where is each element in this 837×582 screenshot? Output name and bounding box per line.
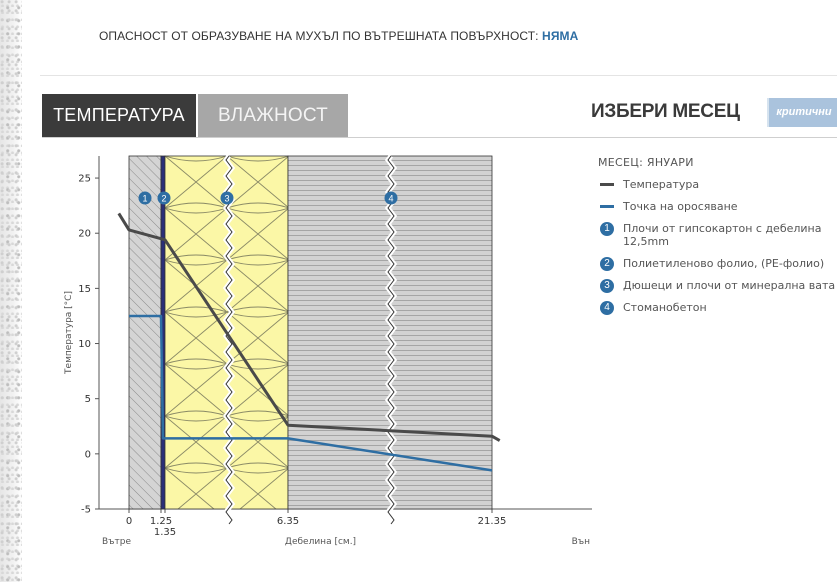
legend-item-layer-1: 1 Плочи от гипсокартон с дебелина 12,5mm [598,221,837,248]
y-tick-label: -5 [81,505,91,516]
y-tick-label: 20 [78,229,91,240]
legend-month: МЕСЕЦ: ЯНУАРИ [598,156,694,169]
legend-label: Стоманобетон [623,301,707,314]
layer-badge-icon: 2 [600,256,614,271]
legend-item-layer-3: 3 Дюшеци и плочи от минерална вата [598,278,837,293]
x-tick-label: 1.25 [150,516,172,527]
wall-layers [128,154,493,526]
legend-label: Плочи от гипсокартон с дебелина 12,5mm [623,222,822,248]
legend-label: Точка на оросяване [623,200,738,213]
select-month-title: ИЗБЕРИ МЕСЕЦ [591,101,740,122]
mold-risk-indicator: ОПАСНОСТ ОТ ОБРАЗУВАНЕ НА МУХЪЛ ПО ВЪТРЕ… [99,29,578,43]
layer-1 [128,155,162,510]
layer-badge-icon: 1 [600,221,614,236]
tabs-divider [42,137,837,138]
critical-month-button[interactable]: критични [767,98,837,127]
legend-item-temperature: Температура [598,178,837,191]
x-tick-label: 1.35 [154,527,176,538]
layer-badge-icon: 4 [600,300,614,315]
x-tick-label: 0 [126,516,132,527]
legend-label: Дюшеци и плочи от минерална вата [623,279,836,292]
legend-label: Полиетиленово фолио, (PE-фолио) [623,257,825,270]
y-tick-label: 15 [78,284,91,295]
x-tick-label: 6.35 [277,516,299,527]
x-axis-inside-label: Вътре [102,537,131,547]
y-tick-label: 5 [85,394,91,405]
y-tick-label: 10 [78,339,91,350]
layer-badge-label: 2 [161,194,166,204]
header-divider [40,75,837,76]
x-tick-label: 21.35 [478,516,507,527]
tab-temperature[interactable]: ТЕМПЕРАТУРА [42,94,196,137]
stone-texture-strip [0,0,22,582]
layer-badge-icon: 3 [600,278,614,293]
legend-item-layer-2: 2 Полиетиленово фолио, (PE-фолио) [598,256,837,271]
dark-line-icon [600,183,614,186]
mold-risk-value: НЯМА [542,29,579,43]
dew-point-line [129,314,493,472]
legend-label: Температура [623,178,700,191]
layer-badge-4-icon [384,191,398,205]
axis-break-mark [225,155,233,525]
layer-badge-label: 3 [224,194,229,204]
legend-item-dew-point: Точка на оросяване [598,200,837,213]
blue-line-icon [600,205,614,208]
axis-break-mark [387,155,395,525]
layer-badge-3-icon [220,191,234,205]
layer-badge-2-icon [157,191,171,205]
y-tick-label: 0 [85,449,91,460]
y-axis-label: Температура [°С] [64,291,74,375]
x-axis-outside-label: Вън [572,537,591,547]
temperature-line [117,212,501,442]
layer-badge-1-icon [138,191,152,205]
x-axis-label: Дебелина [см.] [285,537,356,547]
chart-legend: МЕСЕЦ: ЯНУАРИ Температура Точка на орося… [598,156,837,315]
mold-risk-label: ОПАСНОСТ ОТ ОБРАЗУВАНЕ НА МУХЪЛ ПО ВЪТРЕ… [99,29,539,43]
chart-labels: -5 0 5 10 15 20 25 Температура [°С] 1 2 3 4 0 1.251.3… [64,174,590,547]
tab-humidity[interactable]: ВЛАЖНОСТ [198,94,348,137]
layer-badge-label: 4 [388,194,393,204]
y-tick-label: 25 [78,174,91,185]
layer-badge-label: 1 [142,194,147,204]
chart-series [117,212,501,472]
legend-item-layer-4: 4 Стоманобетон [598,300,837,315]
